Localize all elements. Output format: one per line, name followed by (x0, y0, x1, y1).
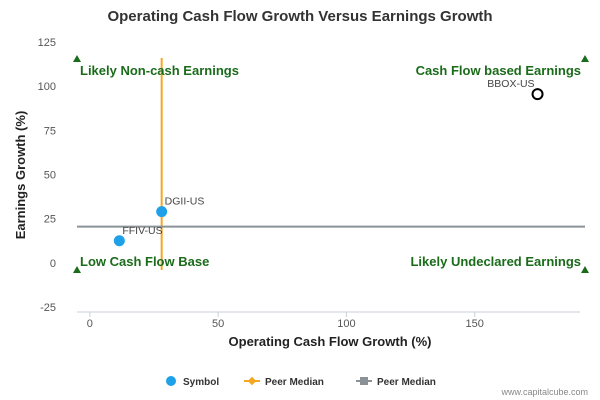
corner-marker (581, 266, 589, 273)
y-tick-label: 75 (44, 125, 56, 137)
y-axis-title: Earnings Growth (%) (13, 111, 28, 240)
quadrant-corner-markers (73, 55, 589, 273)
credit-text[interactable]: www.capitalcube.com (500, 387, 588, 397)
x-tick-label: 150 (465, 318, 483, 330)
legend-peer-median-y-label: Peer Median (377, 377, 436, 388)
y-tick-label: 0 (50, 258, 56, 270)
quadrant-label-bottom-right: Likely Undeclared Earnings (410, 254, 581, 269)
y-tick-label: 50 (44, 170, 56, 182)
y-tick-label: -25 (40, 302, 56, 314)
quadrant-label-top-left: Likely Non-cash Earnings (80, 63, 239, 78)
y-axis-ticks: -25 0 25 50 75 100 125 (38, 37, 56, 314)
y-tick-label: 25 (44, 214, 56, 226)
x-tick-label: 50 (212, 318, 224, 330)
point-label-ffiv-us: FFIV-US (122, 225, 162, 237)
legend-peer-median-x-marker (247, 376, 257, 386)
point-ffiv-us[interactable] (113, 235, 125, 247)
corner-marker (73, 55, 81, 62)
legend-symbol-marker (166, 376, 176, 386)
legend-peer-median-x-label: Peer Median (265, 377, 324, 388)
legend-item-peer-median-x[interactable]: Peer Median (244, 376, 324, 388)
y-tick-label: 100 (38, 81, 56, 93)
chart-title: Operating Cash Flow Growth Versus Earnin… (107, 8, 492, 25)
quadrant-label-top-right: Cash Flow based Earnings (416, 63, 581, 78)
corner-marker (73, 266, 81, 273)
point-bbox-us[interactable] (531, 88, 544, 101)
y-tick-label: 125 (38, 37, 56, 49)
legend: Symbol Peer Median Peer Median (166, 376, 436, 388)
legend-symbol-label: Symbol (183, 377, 219, 388)
corner-marker (581, 55, 589, 62)
legend-item-symbol[interactable]: Symbol (166, 376, 219, 388)
x-tick-label: 0 (87, 318, 93, 330)
legend-peer-median-y-marker (360, 377, 368, 385)
x-axis-ticks: 0 50 100 150 (87, 312, 484, 330)
point-label-dgii-us: DGII-US (165, 196, 205, 208)
point-label-bbox-us: BBOX-US (487, 78, 534, 90)
legend-item-peer-median-y[interactable]: Peer Median (356, 377, 436, 388)
quadrant-label-bottom-left: Low Cash Flow Base (80, 254, 209, 269)
x-axis-title: Operating Cash Flow Growth (%) (229, 334, 432, 349)
x-tick-label: 100 (337, 318, 355, 330)
point-dgii-us[interactable] (156, 206, 168, 218)
scatter-points: FFIV-US DGII-US BBOX-US (113, 78, 544, 247)
